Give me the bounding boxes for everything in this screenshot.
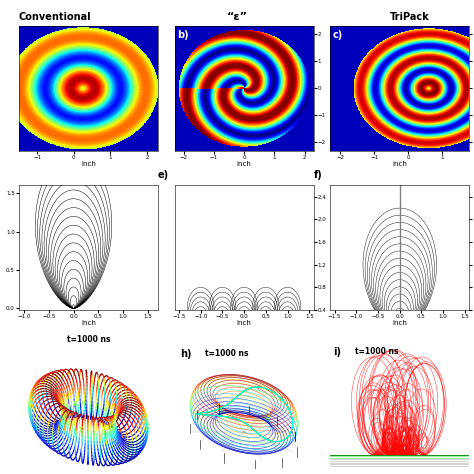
Text: b): b) [177, 30, 189, 40]
Text: t=1000 ns: t=1000 ns [67, 335, 110, 344]
Text: t=1000 ns: t=1000 ns [356, 347, 399, 356]
Text: h): h) [180, 348, 191, 358]
X-axis label: inch: inch [237, 161, 252, 167]
Text: e): e) [158, 171, 169, 181]
X-axis label: inch: inch [237, 320, 252, 327]
X-axis label: inch: inch [392, 161, 407, 167]
X-axis label: inch: inch [81, 161, 96, 167]
X-axis label: inch: inch [392, 320, 407, 327]
X-axis label: inch: inch [81, 320, 96, 327]
Text: “ε”: “ε” [227, 12, 247, 22]
Text: c): c) [333, 30, 343, 40]
Text: t=1000 ns: t=1000 ns [205, 348, 249, 357]
Text: Conventional: Conventional [18, 12, 91, 22]
Text: f): f) [314, 171, 322, 181]
Text: i): i) [333, 347, 341, 357]
Text: TriPack: TriPack [390, 12, 430, 22]
